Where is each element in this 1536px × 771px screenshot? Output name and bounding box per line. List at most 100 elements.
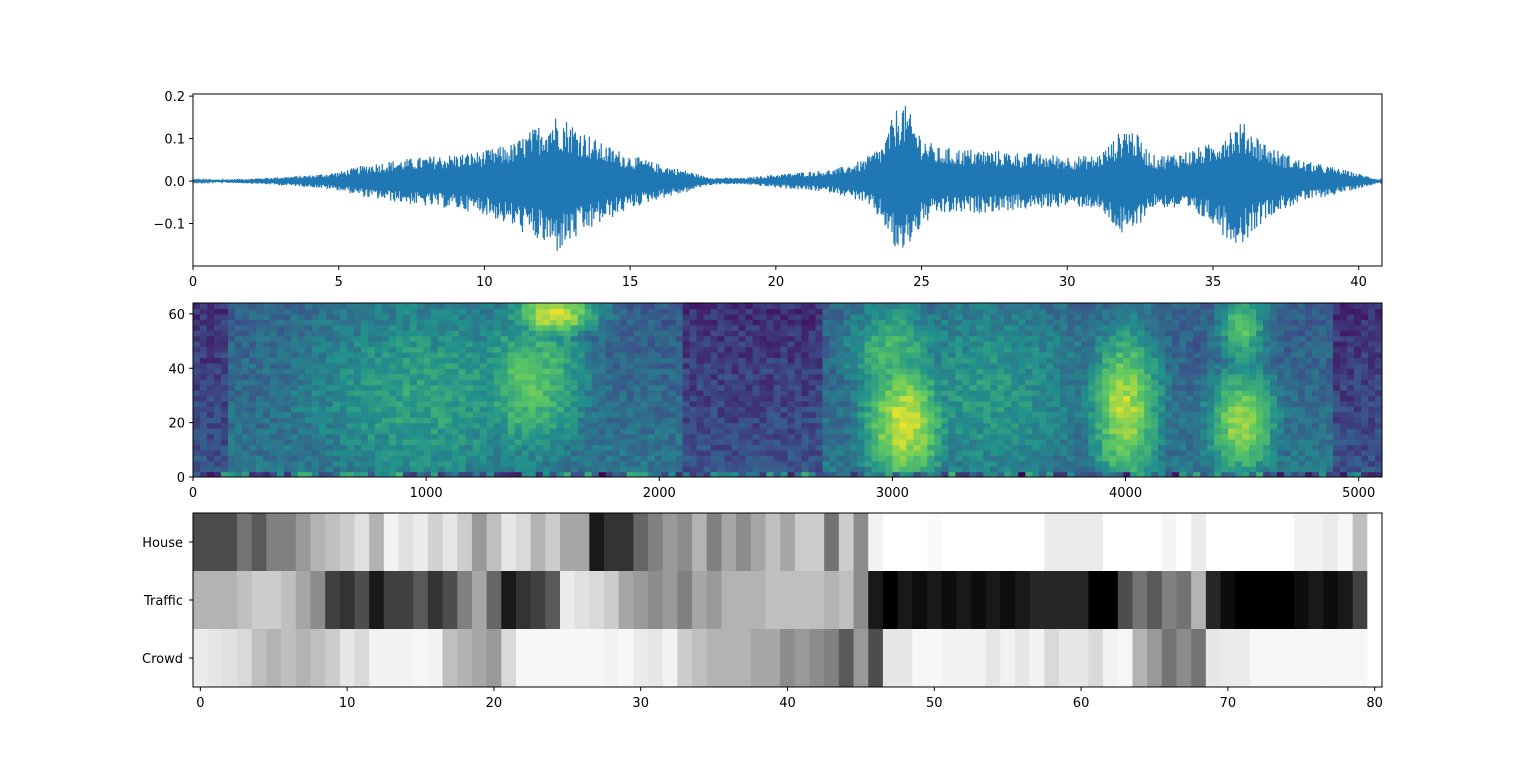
spectrogram-cell — [1221, 335, 1229, 342]
spectrogram-cell — [913, 319, 921, 326]
spectrogram-cell — [332, 406, 341, 413]
spectrogram-cell — [1095, 428, 1103, 435]
spectrogram-cell — [1109, 422, 1117, 429]
spectrogram-cell — [969, 455, 977, 462]
spectrogram-cell — [857, 411, 866, 418]
spectrogram-cell — [262, 433, 271, 440]
spectrogram-cell — [591, 422, 600, 429]
spectrogram-cell — [1130, 455, 1138, 462]
spectrogram-cell — [836, 335, 845, 342]
spectrogram-cell — [1151, 362, 1159, 369]
spectrogram-cell — [969, 444, 977, 451]
spectrogram-cell — [696, 417, 705, 424]
spectrogram-cell — [486, 449, 495, 456]
spectrogram-cell — [570, 346, 579, 353]
spectrogram-cell — [1137, 417, 1145, 424]
spectrogram-cell — [1263, 362, 1271, 369]
spectrogram-cell — [1228, 460, 1236, 467]
spectrogram-cell — [269, 324, 278, 331]
spectrogram-cell — [927, 335, 935, 342]
spectrogram-cell — [1004, 384, 1012, 391]
spectrogram-cell — [871, 324, 880, 331]
spectrogram-cell — [255, 362, 264, 369]
spectrogram-cell — [696, 330, 705, 337]
spectrogram-cell — [563, 357, 572, 364]
spectrogram-cell — [955, 428, 963, 435]
spectrogram-cell — [262, 400, 271, 407]
spectrogram-cell — [213, 303, 222, 310]
spectrogram-cell — [913, 449, 921, 456]
spectrogram-cell — [409, 379, 418, 386]
spectrogram-cell — [465, 460, 474, 467]
spectrogram-cell — [633, 324, 642, 331]
spectrogram-cell — [647, 438, 656, 445]
spectrogram-cell — [1060, 390, 1068, 397]
spectrogram-cell — [626, 303, 635, 310]
spectrogram-cell — [1095, 324, 1103, 331]
spectrogram-cell — [906, 471, 914, 477]
spectrogram-cell — [1032, 379, 1040, 386]
spectrogram-cell — [1074, 444, 1082, 451]
spectrogram-cell — [1256, 411, 1264, 418]
spectrogram-cell — [227, 362, 236, 369]
spectrogram-cell — [1123, 308, 1131, 315]
spectrogram-cell — [892, 455, 900, 462]
spectrogram-cell — [241, 411, 250, 418]
spectrogram-cell — [1277, 471, 1285, 477]
spectrogram-cell — [1200, 449, 1208, 456]
spectrogram-cell — [1193, 428, 1201, 435]
spectrogram-cell — [983, 330, 991, 337]
spectrogram-cell — [689, 449, 698, 456]
spectrogram-cell — [507, 444, 516, 451]
spectrogram-cell — [521, 460, 530, 467]
spectrogram-cell — [1249, 471, 1257, 477]
spectrogram-cell — [927, 417, 935, 424]
spectrogram-cell — [766, 303, 775, 310]
spectrogram-cell — [626, 449, 635, 456]
spectrogram-cell — [1221, 324, 1229, 331]
spectrogram-cell — [577, 390, 586, 397]
spectrogram-cell — [1074, 346, 1082, 353]
spectrogram-cell — [1074, 330, 1082, 337]
spectrogram-cell — [941, 351, 949, 358]
spectrogram-cell — [1123, 303, 1131, 310]
spectrogram-cell — [759, 384, 768, 391]
spectrogram-cell — [612, 330, 621, 337]
spectrogram-cell — [745, 460, 754, 467]
spectrogram-cell — [710, 319, 719, 326]
spectrogram-cell — [1200, 444, 1208, 451]
spectrogram-cell — [1095, 319, 1103, 326]
spectrogram-cell — [465, 444, 474, 451]
spectrogram-cell — [549, 362, 558, 369]
spectrogram-cell — [1137, 449, 1145, 456]
spectrogram-cell — [983, 384, 991, 391]
spectrogram-cell — [717, 319, 726, 326]
spectrogram-cell — [885, 428, 894, 435]
spectrogram-cell — [1011, 455, 1019, 462]
spectrogram-cell — [759, 351, 768, 358]
spectrogram-cell — [332, 400, 341, 407]
spectrogram-cell — [815, 330, 824, 337]
spectrogram-cell — [1207, 335, 1215, 342]
spectrogram-cell — [647, 433, 656, 440]
spectrogram-cell — [1200, 422, 1208, 429]
spectrogram-cell — [1081, 466, 1089, 473]
spectrogram-cell — [227, 428, 236, 435]
spectrogram-cell — [668, 313, 677, 320]
spectrogram-cell — [297, 373, 306, 380]
spectrogram-cell — [1039, 433, 1047, 440]
spectrogram-cell — [696, 313, 705, 320]
spectrogram-cell — [437, 428, 446, 435]
spectrogram-cell — [1032, 308, 1040, 315]
spectrogram-cell — [325, 390, 334, 397]
spectrogram-cell — [1095, 444, 1103, 451]
spectrogram-cell — [605, 346, 614, 353]
spectrogram-cell — [255, 460, 264, 467]
spectrogram-cell — [969, 471, 977, 477]
spectrogram-cell — [360, 313, 369, 320]
spectrogram-cell — [1116, 444, 1124, 451]
spectrogram-cell — [990, 362, 998, 369]
spectrogram-cell — [493, 438, 502, 445]
spectrogram-cell — [773, 466, 782, 473]
spectrogram-cell — [724, 411, 733, 418]
